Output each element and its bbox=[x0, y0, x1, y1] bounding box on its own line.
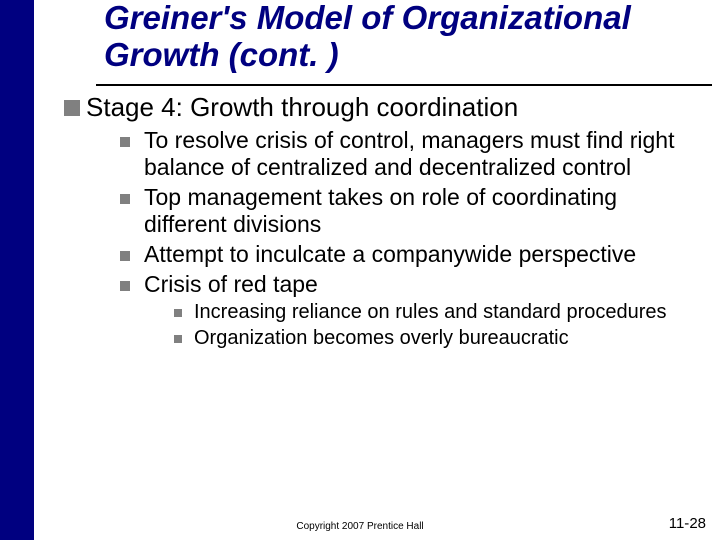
slide-content: Stage 4: Growth through coordination To … bbox=[64, 92, 704, 352]
sidebar-accent bbox=[0, 0, 34, 540]
square-bullet-icon bbox=[174, 309, 182, 317]
bullet-lvl2: Attempt to inculcate a companywide persp… bbox=[120, 241, 704, 269]
bullet-lvl3-text: Organization becomes overly bureaucratic bbox=[194, 326, 569, 350]
bullet-lvl2-text: Crisis of red tape bbox=[144, 271, 318, 299]
lvl2-group: To resolve crisis of control, managers m… bbox=[120, 127, 704, 351]
square-bullet-icon bbox=[64, 100, 80, 116]
square-bullet-icon bbox=[120, 281, 130, 291]
square-bullet-icon bbox=[120, 137, 130, 147]
square-bullet-icon bbox=[174, 335, 182, 343]
bullet-lvl2-text: Top management takes on role of coordina… bbox=[144, 184, 704, 239]
bullet-lvl1: Stage 4: Growth through coordination bbox=[64, 92, 704, 123]
lvl3-group: Increasing reliance on rules and standar… bbox=[174, 300, 704, 350]
copyright-text: Copyright 2007 Prentice Hall bbox=[0, 521, 720, 532]
title-rule bbox=[96, 84, 712, 86]
bullet-lvl3-text: Increasing reliance on rules and standar… bbox=[194, 300, 667, 324]
bullet-lvl2: To resolve crisis of control, managers m… bbox=[120, 127, 704, 182]
bullet-lvl3: Increasing reliance on rules and standar… bbox=[174, 300, 704, 324]
slide: Greiner's Model of Organizational Growth… bbox=[0, 0, 720, 540]
page-number: 11-28 bbox=[669, 515, 706, 532]
bullet-lvl2: Crisis of red tape bbox=[120, 271, 704, 299]
slide-number: 28 bbox=[689, 515, 706, 532]
square-bullet-icon bbox=[120, 194, 130, 204]
slide-title: Greiner's Model of Organizational Growth… bbox=[104, 0, 704, 74]
bullet-lvl2-text: To resolve crisis of control, managers m… bbox=[144, 127, 704, 182]
chapter-number: 11- bbox=[669, 515, 690, 532]
bullet-lvl2: Top management takes on role of coordina… bbox=[120, 184, 704, 239]
square-bullet-icon bbox=[120, 251, 130, 261]
bullet-lvl1-text: Stage 4: Growth through coordination bbox=[86, 92, 518, 123]
bullet-lvl2-text: Attempt to inculcate a companywide persp… bbox=[144, 241, 636, 269]
bullet-lvl3: Organization becomes overly bureaucratic bbox=[174, 326, 704, 350]
